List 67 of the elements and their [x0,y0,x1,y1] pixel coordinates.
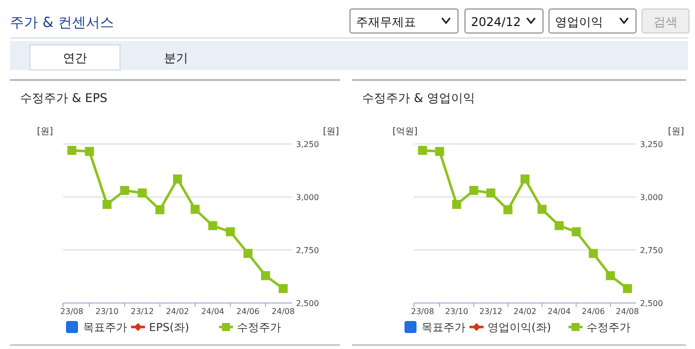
point [226,227,235,236]
y-axis-title: [원] [36,127,54,137]
point [435,146,444,156]
point [67,146,76,155]
y2-axis-title: [원] [668,127,684,137]
x-tick-label: 24/02 [513,307,537,316]
legend-label: 영업이익(좌) [488,321,552,334]
point [452,200,462,209]
text: 검색 [654,15,678,29]
y2-tick-label: 2,750 [640,246,663,255]
point [173,174,182,184]
x-tick-label: 23/10 [96,307,119,316]
point [278,284,288,294]
legend-label: 수정주가 [586,321,630,334]
text: 분기 [164,51,188,65]
point [486,188,496,198]
point [418,146,428,155]
legend-label: 수정주가 [237,321,281,334]
x-tick-label: 24/08 [272,307,295,316]
legend-label: EPS(좌) [149,321,190,334]
point [606,271,615,280]
x-tick-label: 24/04 [548,307,571,316]
chart-title: 수정주가 & EPS [20,91,108,105]
x-tick-label: 24/08 [616,307,639,316]
point [588,248,598,258]
text: 주재무제표 [356,15,416,29]
text: 주가 & 컨센서스 [10,15,114,31]
point [469,186,478,195]
x-tick-label: 24/06 [582,307,605,316]
point [572,227,581,236]
x-tick-label: 23/12 [130,307,154,316]
y2-tick-label: 3,250 [640,140,663,149]
point [155,205,164,214]
x-tick-label: 23/10 [445,307,468,316]
point [538,204,547,214]
y2-tick-label: 3,000 [296,193,319,202]
point [554,221,564,230]
x-tick-label: 24/04 [201,307,224,316]
point [520,174,530,184]
point [120,186,130,195]
x-tick-label: 23/08 [411,307,434,316]
point [102,200,112,209]
y-axis-title: [억원] [392,127,418,137]
point [190,204,200,214]
point [261,271,270,280]
x-tick-label: 23/12 [479,307,502,316]
legend-label: 목표주가 [83,321,127,334]
point [622,284,632,294]
text: 영업이익 [555,15,603,29]
y2-tick-label: 3,250 [296,140,319,149]
point [138,188,147,198]
x-tick-label: 23/08 [60,307,84,316]
x-tick-label: 24/02 [166,307,190,316]
chart-title: 수정주가 & 영업이익 [362,91,475,105]
y2-tick-label: 2,500 [640,299,663,308]
point [503,205,512,214]
point [243,248,252,258]
y2-tick-label: 3,000 [640,193,663,202]
y2-axis-title: [원] [322,127,340,137]
y2-tick-label: 2,500 [296,299,319,308]
legend-label: 목표주가 [422,321,466,334]
point [208,221,218,230]
y2-tick-label: 2,750 [296,246,319,255]
x-tick-label: 24/06 [236,307,260,316]
text: 2024/12 [471,15,521,29]
point [84,146,94,156]
text: 연간 [63,51,87,65]
